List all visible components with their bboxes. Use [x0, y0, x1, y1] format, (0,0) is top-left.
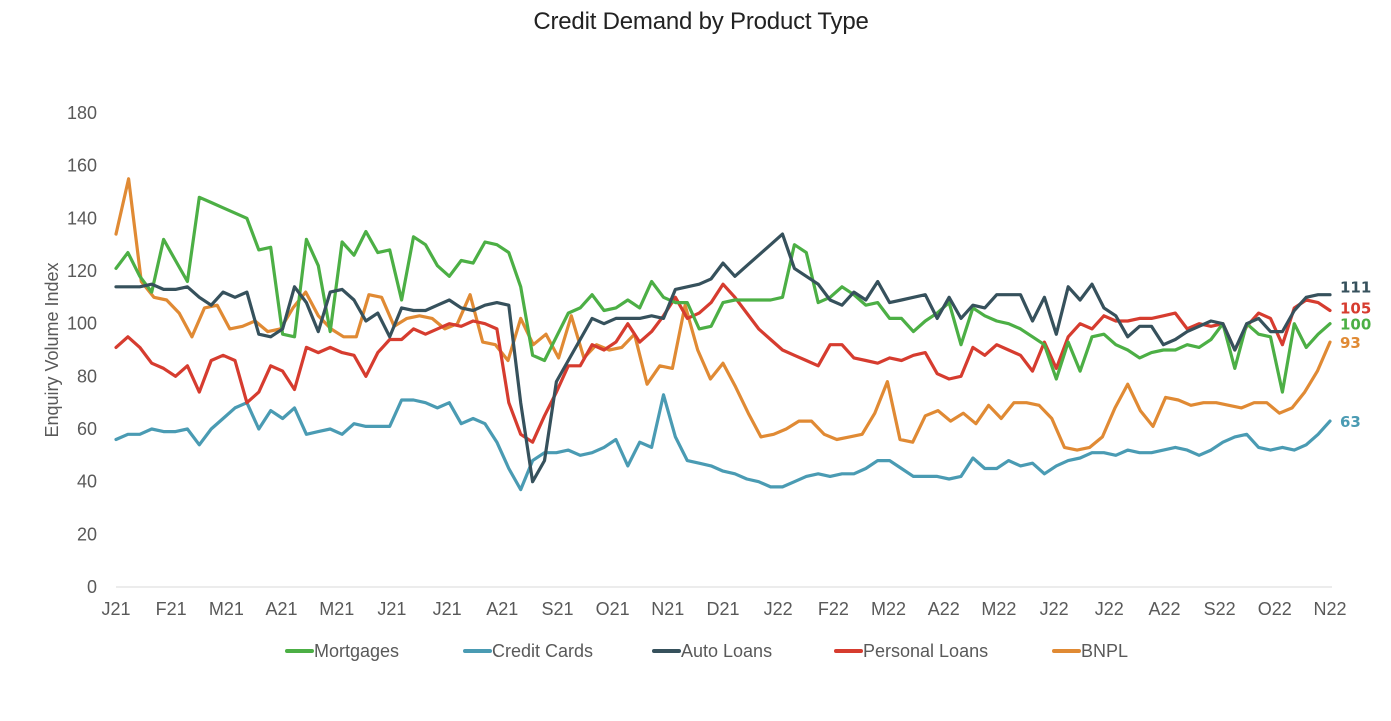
- x-tick-label: M21: [319, 599, 354, 619]
- x-tick-label: J22: [1040, 599, 1069, 619]
- legend-swatch: [285, 649, 314, 653]
- y-tick-label: 60: [77, 419, 97, 439]
- legend-item-auto-loans[interactable]: Auto Loans: [652, 640, 772, 662]
- end-label-personal-loans: 105: [1340, 300, 1371, 318]
- y-tick-label: 160: [67, 156, 97, 176]
- series-line-credit-cards: [114, 393, 1332, 492]
- y-axis-ticks: 0 20 40 60 80 100 120 140 160 180: [67, 103, 97, 597]
- x-tick-label: M22: [871, 599, 906, 619]
- x-tick-label: A22: [928, 599, 960, 619]
- x-tick-label: D21: [706, 599, 739, 619]
- legend-label: BNPL: [1081, 640, 1129, 661]
- x-tick-label: J21: [433, 599, 462, 619]
- series-line-bnpl: [114, 177, 1332, 452]
- x-axis-ticks: J21 F21 M21 A21 M21 J21 J21 A21 S21 O21 N21 D21 J22 F…: [101, 599, 1346, 619]
- y-tick-label: 140: [67, 208, 97, 228]
- legend-item-personal-loans[interactable]: Personal Loans: [834, 640, 988, 662]
- legend-swatch: [834, 649, 863, 653]
- y-tick-label: 20: [77, 524, 97, 544]
- x-tick-label: F22: [818, 599, 849, 619]
- x-tick-label: S21: [541, 599, 573, 619]
- x-tick-label: A21: [266, 599, 298, 619]
- end-labels: 100 63 111 105 93: [1340, 279, 1371, 431]
- legend-item-credit-cards[interactable]: Credit Cards: [463, 640, 593, 662]
- y-tick-label: 100: [67, 314, 97, 334]
- y-tick-label: 120: [67, 261, 97, 281]
- series-line-mortgages: [114, 195, 1332, 394]
- legend-label: Credit Cards: [492, 640, 594, 661]
- series-line-auto-loans: [114, 232, 1332, 484]
- legend-label: Personal Loans: [863, 640, 989, 661]
- end-label-credit-cards: 63: [1340, 413, 1361, 431]
- x-tick-label: F21: [156, 599, 187, 619]
- y-tick-label: 80: [77, 366, 97, 386]
- legend-swatch: [652, 649, 681, 653]
- y-tick-label: 40: [77, 472, 97, 492]
- x-tick-label: O22: [1258, 599, 1292, 619]
- y-tick-label: 180: [67, 103, 97, 123]
- y-axis-title: Enquiry Volume Index: [42, 262, 62, 437]
- series-lines: [114, 177, 1332, 492]
- series-line-personal-loans: [114, 282, 1332, 444]
- legend-label: Mortgages: [314, 640, 400, 661]
- x-tick-label: J21: [101, 599, 130, 619]
- legend-swatch: [1052, 649, 1081, 653]
- legend-swatch: [463, 649, 492, 653]
- x-tick-label: M22: [981, 599, 1016, 619]
- x-tick-label: M21: [209, 599, 244, 619]
- x-tick-label: N21: [651, 599, 684, 619]
- legend: Mortgages Credit Cards Auto Loans Personal …: [0, 640, 1391, 664]
- legend-item-mortgages[interactable]: Mortgages: [285, 640, 399, 662]
- x-tick-label: J22: [764, 599, 793, 619]
- x-tick-label: N22: [1313, 599, 1346, 619]
- x-tick-label: A21: [486, 599, 518, 619]
- end-label-auto-loans: 111: [1340, 279, 1371, 297]
- legend-item-bnpl[interactable]: BNPL: [1052, 640, 1128, 662]
- y-tick-label: 0: [87, 577, 97, 597]
- x-tick-label: J21: [377, 599, 406, 619]
- end-label-bnpl: 93: [1340, 334, 1361, 352]
- legend-label: Auto Loans: [681, 640, 773, 661]
- x-tick-label: O21: [596, 599, 630, 619]
- chart-title: Credit Demand by Product Type: [533, 8, 869, 35]
- end-label-mortgages: 100: [1340, 316, 1371, 334]
- x-tick-label: S22: [1204, 599, 1236, 619]
- x-tick-label: A22: [1148, 599, 1180, 619]
- x-tick-label: J22: [1095, 599, 1124, 619]
